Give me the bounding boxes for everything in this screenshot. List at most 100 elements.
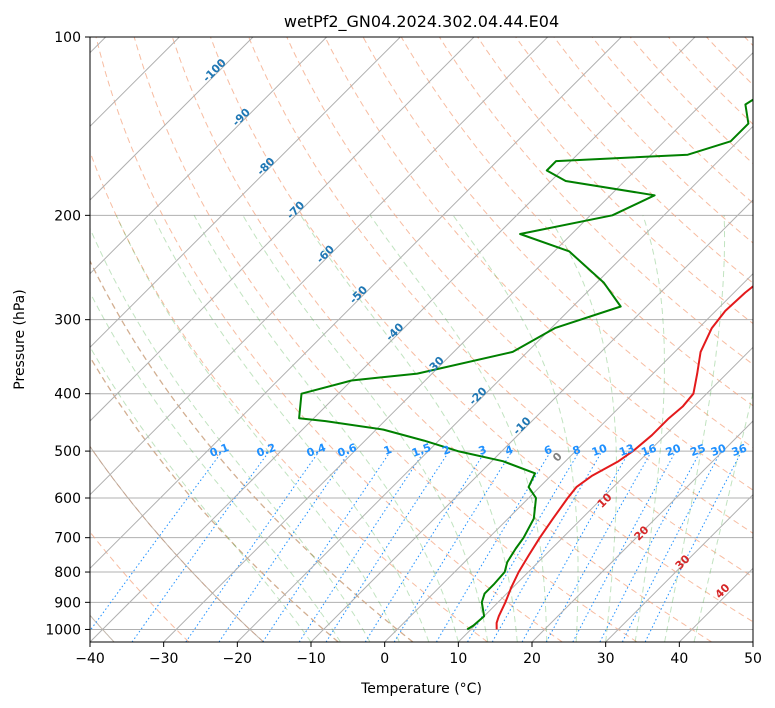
mixing-ratio-line	[545, 450, 653, 642]
isotherm-line	[90, 37, 475, 422]
moist-adiabat	[693, 390, 753, 642]
mixing-ratio-label: 30	[709, 442, 728, 460]
x-tick-label: 50	[744, 651, 762, 667]
isotherm-label: -80	[254, 155, 277, 178]
mixing-ratio-line	[185, 450, 320, 642]
dry-adiabat	[171, 37, 712, 642]
isotherm-line	[90, 37, 549, 496]
mixing-ratio-label: 0.6	[336, 441, 359, 460]
mixing-ratio-label: 0.2	[255, 441, 278, 460]
isotherm-line	[752, 641, 753, 642]
dry-adiabat	[90, 150, 488, 642]
isotherm-label: -70	[284, 198, 307, 221]
mixing-ratio-label: 16	[640, 442, 659, 460]
y-axis-label: Pressure (hPa)	[12, 289, 28, 389]
mixing-ratio-line	[572, 450, 677, 642]
x-tick-label: 0	[380, 651, 389, 667]
y-tick-label: 1000	[45, 622, 81, 638]
dry-adiabats	[90, 37, 753, 642]
mixing-ratio-label: 3	[477, 443, 489, 458]
mixing-ratio-line	[521, 450, 630, 642]
mixing-ratio-label: 13	[617, 442, 636, 459]
dry-adiabat-reference	[90, 259, 414, 642]
moist-adiabat	[193, 215, 459, 642]
temperature-line	[495, 285, 753, 630]
moist-adiabat	[152, 215, 430, 642]
mixing-ratio-label: 8	[571, 443, 583, 458]
y-tick-label: 800	[54, 565, 81, 581]
y-tick-label: 100	[54, 30, 81, 46]
plot-frame	[89, 36, 754, 643]
isotherm-line	[90, 37, 622, 570]
dewpoint-line	[298, 98, 753, 631]
moist-adiabat	[90, 291, 341, 642]
y-tick-label: 500	[54, 444, 81, 460]
moist-adiabat	[664, 215, 726, 642]
y-tick-label: 900	[54, 595, 81, 611]
isotherm-line	[90, 37, 328, 275]
moist-adiabat	[369, 215, 548, 642]
mixing-ratio-line	[131, 450, 270, 642]
x-tick-label: 10	[449, 651, 467, 667]
isotherm-line	[531, 420, 753, 642]
sounding-traces	[298, 98, 753, 631]
lcl-label: 10	[595, 490, 615, 510]
moist-adiabat	[547, 215, 617, 642]
x-axis: −40 −30 −20 −10 0 10 20 30 40 50	[75, 642, 762, 667]
lcl-label: 0	[550, 450, 565, 465]
mixing-ratio-line	[364, 450, 486, 642]
x-tick-label: −20	[223, 651, 253, 667]
dry-adiabat	[133, 37, 638, 642]
plot-area: 0.1 0.2 0.4 0.6 1 1.5 2 3 4 6 8 10 13 16 20 25 30 3601020…	[90, 37, 753, 642]
x-tick-label: 40	[670, 651, 688, 667]
dry-adiabat	[591, 37, 753, 204]
mixing-ratio-line	[393, 450, 513, 642]
mixing-ratio-line	[218, 450, 351, 642]
mixing-ratio-label: 1.5	[410, 441, 433, 460]
mixing-ratio-line	[298, 450, 425, 642]
isotherm-label: -30	[424, 354, 447, 377]
mixing-ratio-lines	[90, 450, 743, 642]
mixing-ratio-line	[325, 450, 450, 642]
moist-adiabat	[115, 215, 400, 642]
y-tick-label: 400	[54, 387, 81, 403]
y-tick-label: 600	[54, 491, 81, 507]
isotherm-label: -20	[466, 384, 489, 407]
mixing-ratio-label: 36	[730, 442, 749, 460]
x-tick-label: −40	[75, 651, 105, 667]
isotherm-line	[163, 51, 753, 642]
dry-adiabat	[668, 37, 753, 125]
isotherm-line	[678, 567, 753, 642]
mixing-ratio-label: 10	[590, 442, 609, 460]
line-labels: 0.1 0.2 0.4 0.6 1 1.5 2 3 4 6 8 10 13 16 20 25 30 3601020…	[200, 56, 749, 601]
dry-adiabat	[324, 37, 753, 491]
mixing-ratio-line	[644, 450, 743, 642]
y-tick-label: 700	[54, 531, 81, 547]
mixing-ratio-label: 1	[382, 443, 394, 458]
isotherms	[90, 37, 753, 642]
chart-title: wetPf2_GN04.2024.302.04.44.E04	[284, 12, 559, 32]
isotherm-line	[90, 37, 696, 642]
isotherm-label: -100	[200, 56, 229, 85]
x-axis-label: Temperature (°C)	[360, 681, 482, 697]
mixing-ratio-label: 0.4	[305, 441, 328, 460]
moist-adiabats	[90, 215, 753, 642]
moist-adiabat	[452, 215, 579, 642]
dry-adiabat	[286, 37, 753, 534]
mixing-ratio-label: 0.1	[208, 441, 231, 460]
dry-adiabat	[706, 37, 753, 86]
mixing-ratio-line	[599, 450, 701, 642]
dry-adiabat	[90, 445, 264, 642]
mixing-ratio-label: 2	[441, 443, 453, 458]
isotherm-line	[90, 37, 401, 349]
dry-adiabat	[744, 37, 753, 47]
isotherm-line	[236, 125, 753, 642]
isotherm-line	[90, 37, 254, 201]
mixing-ratio-label: 6	[542, 443, 554, 458]
dry-adiabat	[515, 37, 753, 284]
isotherm-label: -10	[510, 414, 533, 437]
y-tick-label: 200	[54, 208, 81, 224]
dry-adiabat-reference	[90, 355, 339, 642]
y-axis: 100 200 300 400 500 600 700 800 900 1000	[45, 30, 90, 638]
moist-adiabat	[90, 345, 312, 642]
